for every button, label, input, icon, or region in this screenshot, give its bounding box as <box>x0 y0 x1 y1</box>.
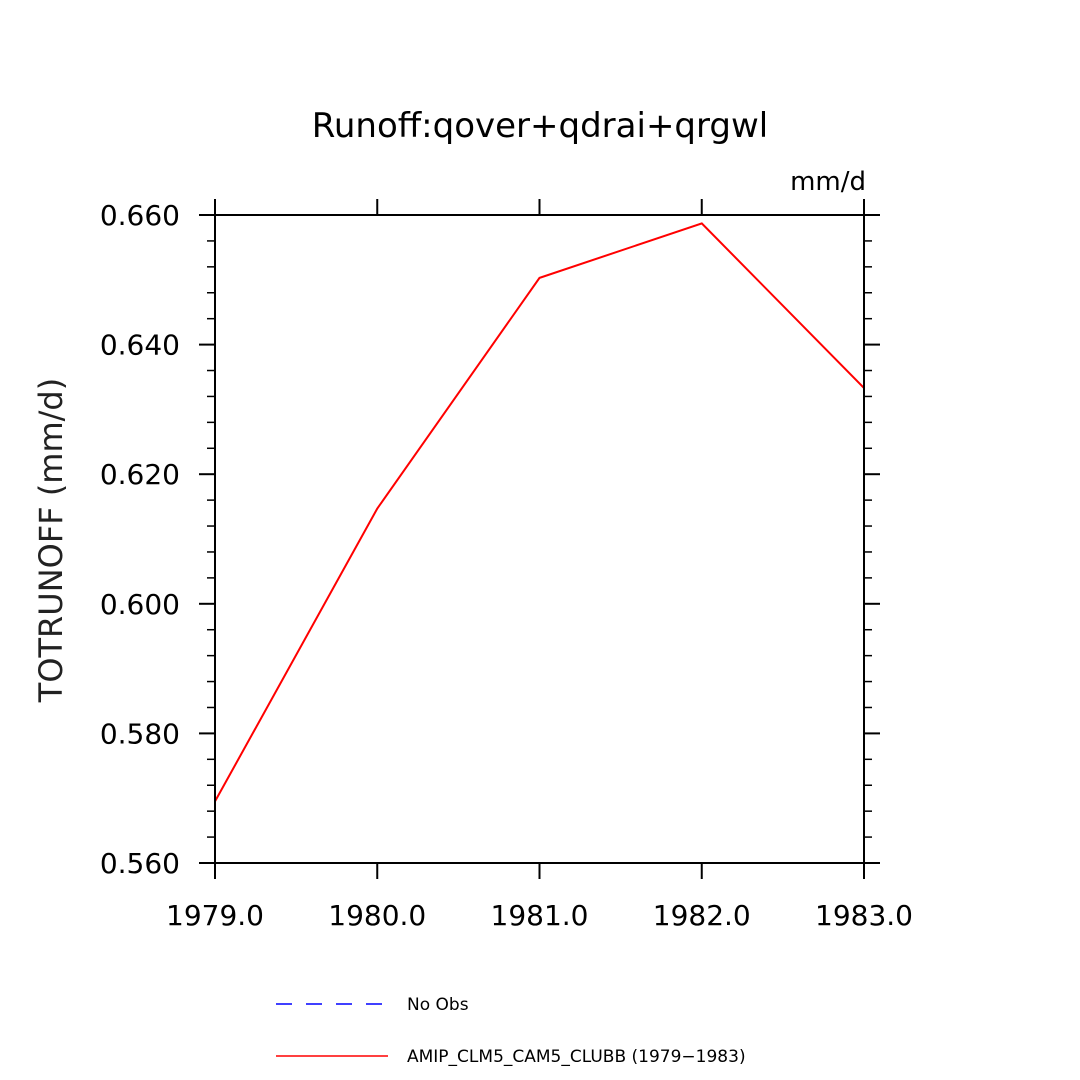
y-tick-label: 0.580 <box>100 717 180 750</box>
y-tick-label: 0.620 <box>100 458 180 491</box>
x-tick-label: 1982.0 <box>653 899 751 932</box>
y-tick-label: 0.560 <box>100 847 180 880</box>
x-tick-label: 1983.0 <box>815 899 913 932</box>
y-tick-label: 0.600 <box>100 588 180 621</box>
series-line-0 <box>214 222 865 802</box>
y-tick-label: 0.660 <box>100 199 180 232</box>
y-tick-label: 0.640 <box>100 329 180 362</box>
legend-label-1: AMIP_CLM5_CAM5_CLUBB (1979−1983) <box>407 1047 746 1067</box>
y-axis-label: TOTRUNOFF (mm/d) <box>32 378 70 703</box>
legend-label-0: No Obs <box>407 995 469 1015</box>
axis-ticks <box>199 199 880 879</box>
units-label: mm/d <box>790 167 866 197</box>
plot-frame <box>214 214 865 864</box>
x-tick-label: 1979.0 <box>166 899 264 932</box>
x-tick-label: 1980.0 <box>328 899 426 932</box>
x-tick-label: 1981.0 <box>491 899 589 932</box>
series-lines <box>214 222 865 802</box>
legend: No Obs AMIP_CLM5_CAM5_CLUBB (1979−1983) <box>276 995 746 1067</box>
chart-title: Runoff:qover+qdrai+qrgwl <box>312 106 768 146</box>
tick-labels: 1979.0 1980.0 1981.0 1982.0 1983.0 0.560 0.580… <box>100 199 913 932</box>
